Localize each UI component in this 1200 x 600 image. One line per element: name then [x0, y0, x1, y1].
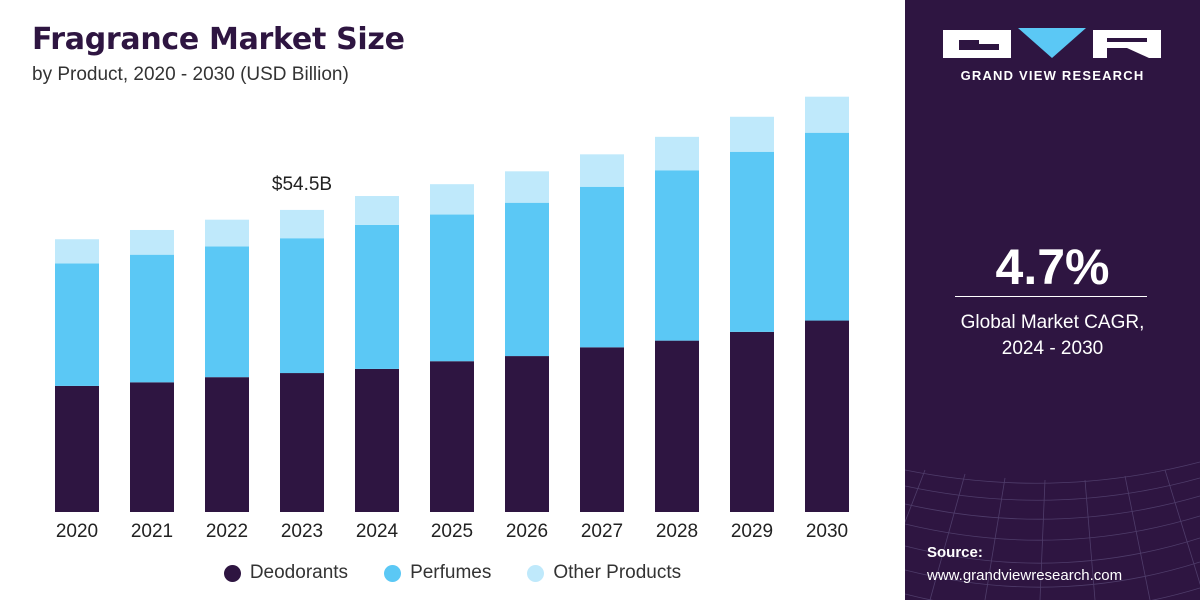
legend-label-deodorants: Deodorants: [249, 562, 349, 583]
source-link[interactable]: www.grandviewresearch.com: [927, 567, 1123, 584]
x-tick-label-2026: 2026: [506, 521, 548, 542]
cagr-label-line-1: Global Market CAGR,: [960, 312, 1145, 333]
bar-deodorants-2023: [280, 373, 324, 512]
bar-perfumes-2029: [730, 151, 774, 332]
chart-subtitle: by Product, 2020 - 2030 (USD Billion): [32, 64, 349, 85]
x-tick-label-2021: 2021: [131, 521, 173, 542]
legend-label-perfumes: Perfumes: [410, 562, 492, 583]
cagr-value: 4.7%: [995, 239, 1110, 295]
x-tick-label-2030: 2030: [806, 521, 848, 542]
x-tick-label-2023: 2023: [281, 521, 323, 542]
bar-perfumes-2028: [655, 170, 699, 341]
x-tick-label-2022: 2022: [206, 521, 248, 542]
bar-other-products-2029: [730, 116, 774, 152]
bar-deodorants-2026: [505, 356, 549, 512]
bar-perfumes-2022: [205, 246, 249, 378]
bar-deodorants-2030: [805, 320, 849, 512]
data-label-2023: $54.5B: [272, 174, 332, 195]
x-tick-label-2024: 2024: [356, 521, 399, 542]
grand-view-research-logo: [943, 28, 1161, 58]
bar-deodorants-2027: [580, 347, 624, 512]
bar-other-products-2028: [655, 136, 699, 171]
bar-other-products-2023: [280, 209, 324, 239]
cagr-label: Global Market CAGR, 2024 - 2030: [905, 310, 1200, 362]
bar-other-products-2025: [430, 184, 474, 215]
bar-perfumes-2024: [355, 224, 399, 369]
legend: Deodorants Perfumes Other Products: [0, 562, 905, 584]
bar-perfumes-2025: [430, 214, 474, 362]
cagr-label-line-2: 2024 - 2030: [1001, 338, 1104, 359]
background-grid-pattern: [905, 461, 1200, 600]
bar-deodorants-2020: [55, 385, 99, 512]
x-tick-label-2025: 2025: [431, 521, 473, 542]
stacked-bar-chart: 2020 2021 2022 2023 $54.5B 2024 2025 2026 2027 20…: [55, 96, 849, 542]
chart-title: Fragrance Market Size: [32, 22, 405, 57]
x-tick-label-2020: 2020: [56, 521, 98, 542]
bar-perfumes-2027: [580, 186, 624, 348]
bar-other-products-2030: [805, 96, 849, 133]
bar-perfumes-2030: [805, 132, 849, 321]
bar-deodorants-2024: [355, 368, 399, 512]
bar-deodorants-2021: [130, 382, 174, 512]
legend-item-other-products: Other Products: [527, 562, 681, 584]
bar-deodorants-2022: [205, 377, 249, 512]
source-label: Source:: [927, 544, 983, 561]
bar-perfumes-2021: [130, 254, 174, 383]
legend-swatch-perfumes: [384, 564, 402, 582]
chart-area: Fragrance Market Size by Product, 2020 -…: [0, 22, 905, 584]
legend-swatch-other-products: [527, 564, 545, 582]
legend-item-perfumes: Perfumes: [384, 562, 491, 584]
legend-swatch-deodorants: [223, 564, 241, 582]
side-panel: GRAND VIEW RESEARCH 4.7% Global Market C…: [905, 0, 1200, 600]
bar-other-products-2022: [205, 219, 249, 247]
bar-other-products-2021: [130, 229, 174, 255]
bar-perfumes-2020: [55, 263, 99, 386]
bar-perfumes-2023: [280, 238, 324, 374]
bar-deodorants-2025: [430, 361, 474, 512]
bar-deodorants-2029: [730, 331, 774, 512]
legend-label-other-products: Other Products: [553, 562, 682, 583]
bar-other-products-2027: [580, 154, 624, 187]
bar-other-products-2026: [505, 171, 549, 203]
brand-name: GRAND VIEW RESEARCH: [960, 68, 1145, 83]
cagr-divider: [955, 296, 1147, 297]
bar-perfumes-2026: [505, 202, 549, 357]
bar-deodorants-2028: [655, 340, 699, 512]
x-tick-label-2029: 2029: [731, 521, 773, 542]
x-tick-label-2028: 2028: [656, 521, 698, 542]
x-tick-label-2027: 2027: [581, 521, 623, 542]
bar-other-products-2020: [55, 239, 99, 264]
bar-other-products-2024: [355, 196, 399, 225]
legend-item-deodorants: Deodorants: [223, 562, 349, 584]
